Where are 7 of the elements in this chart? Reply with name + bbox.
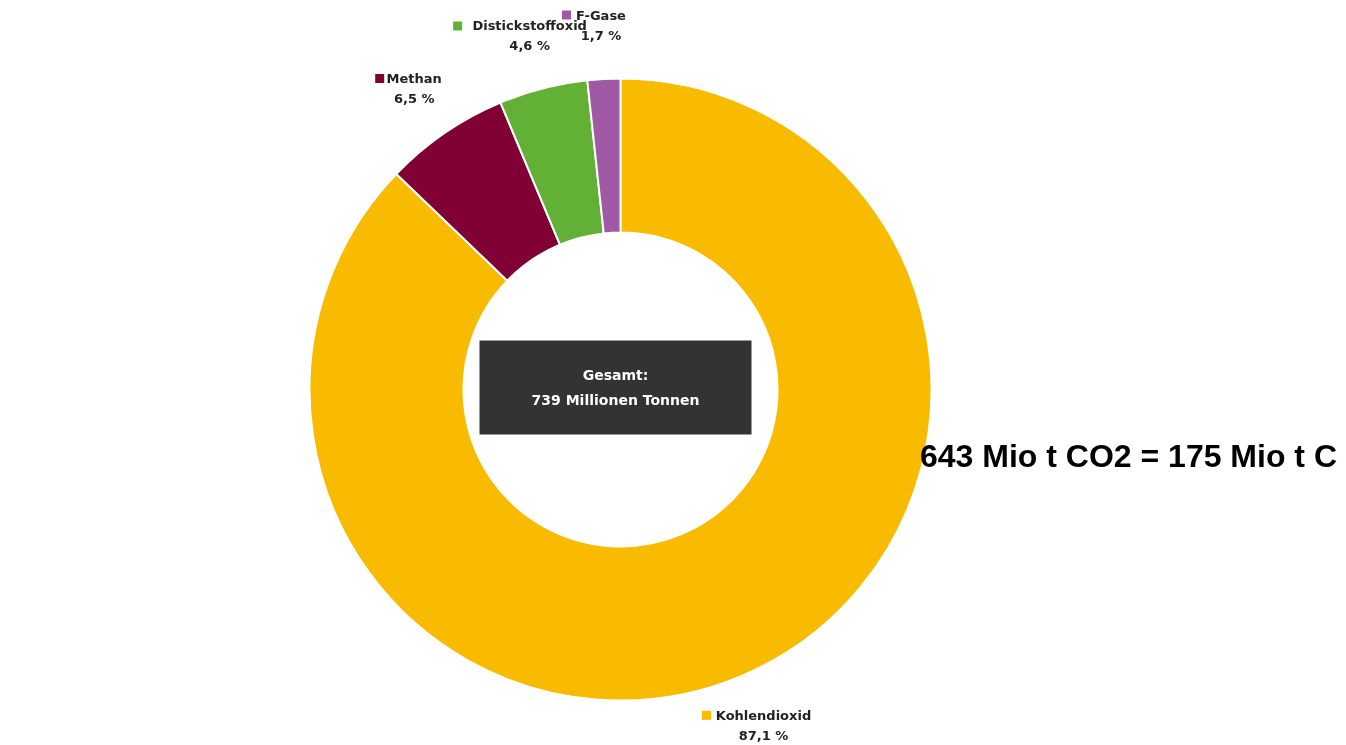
text: Gesamt: 739 Millionen Tonnen (531, 366, 700, 409)
data-label: 87,1 % (738, 727, 789, 743)
legend-label: Kohlendioxid (715, 707, 812, 723)
data-label: 6,5 % (393, 90, 435, 106)
legend-label: Methan (386, 70, 442, 86)
data-label: 4,6 % (509, 38, 550, 54)
text: 643 Mio t CO2 = 175 Mio t C (920, 437, 1337, 474)
